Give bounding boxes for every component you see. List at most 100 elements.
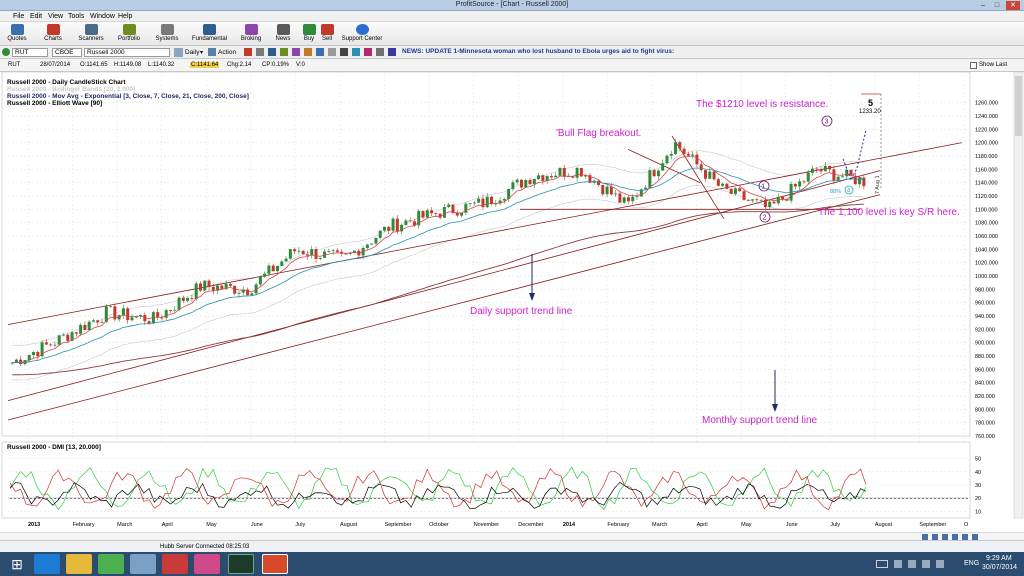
tool-icon[interactable] xyxy=(328,48,336,56)
terminal-icon[interactable] xyxy=(228,554,254,574)
x-tick-label: March xyxy=(117,522,132,528)
tool-icon[interactable] xyxy=(304,48,312,56)
scanners-button[interactable]: Scanners xyxy=(74,24,108,45)
exchange-input[interactable]: CBOE xyxy=(52,48,82,57)
x-tick-label: May xyxy=(206,522,217,528)
candle-body xyxy=(228,283,232,286)
tool-icon[interactable] xyxy=(244,48,252,56)
ema-200-line xyxy=(12,203,864,376)
x-tick-label: March xyxy=(652,522,667,528)
tool-icon[interactable] xyxy=(292,48,300,56)
scrollbar-thumb[interactable] xyxy=(1015,76,1022,136)
close-button[interactable]: ✕ xyxy=(1006,1,1020,10)
tool-icon[interactable] xyxy=(388,48,396,56)
candle-body xyxy=(742,191,746,200)
candle-body xyxy=(631,196,635,202)
price-chart[interactable]: 1260.000 1240.000 1220.000 1200.000 1180.000… xyxy=(0,71,1024,534)
candle-body xyxy=(763,199,767,208)
language-indicator[interactable]: ENG xyxy=(964,560,980,567)
chrome-icon[interactable] xyxy=(98,554,124,574)
network-icon[interactable] xyxy=(922,560,930,568)
menu-help[interactable]: Help xyxy=(118,13,133,20)
tool-icon[interactable] xyxy=(340,48,348,56)
symbol-input[interactable]: RUT xyxy=(12,48,48,57)
keyboard-icon[interactable] xyxy=(876,560,888,568)
vertical-scrollbar[interactable] xyxy=(1013,71,1024,519)
menu-window[interactable]: Window xyxy=(90,13,115,20)
tool-icon[interactable] xyxy=(364,48,372,56)
candle-body xyxy=(216,285,220,291)
clock-time[interactable]: 9:29 AM xyxy=(986,555,1012,562)
scroll-right-icon[interactable] xyxy=(952,534,958,540)
calculator-icon[interactable] xyxy=(130,554,156,574)
candle-body xyxy=(293,249,297,252)
quotes-button[interactable]: Quotes xyxy=(0,24,34,45)
menu-edit[interactable]: Edit xyxy=(30,13,43,20)
menu-tools[interactable]: Tools xyxy=(68,13,85,20)
maximize-button[interactable]: □ xyxy=(994,2,1000,9)
buy-button[interactable]: Buy xyxy=(292,24,326,45)
tool-icon[interactable] xyxy=(256,48,264,56)
candle-body xyxy=(374,237,378,244)
tool-icon[interactable] xyxy=(268,48,276,56)
name-input[interactable]: Russell 2000 xyxy=(84,48,170,57)
support-center-button[interactable]: Support Center xyxy=(338,24,386,45)
systems-button[interactable]: Systems xyxy=(150,24,184,45)
zoom-in-icon[interactable] xyxy=(942,534,948,540)
candle-body xyxy=(460,212,464,216)
windows-start-icon[interactable]: ⊞ xyxy=(11,556,23,572)
show-last-checkbox[interactable] xyxy=(970,62,977,69)
bollinger-bands xyxy=(12,150,864,381)
news-ticker[interactable]: NEWS: UPDATE 1-Minnesota woman who lost … xyxy=(402,48,675,55)
candle-body xyxy=(759,199,763,201)
tool-icon[interactable] xyxy=(316,48,324,56)
y-tick-label: 820.000 xyxy=(975,394,995,400)
calendar-icon[interactable] xyxy=(174,48,183,57)
sell-button[interactable]: Sell xyxy=(310,24,344,45)
candle-body xyxy=(541,175,545,181)
menu-file[interactable]: File xyxy=(13,13,25,20)
chevron-down-icon[interactable]: ▾ xyxy=(200,50,204,56)
action-menu[interactable]: Action xyxy=(218,49,237,56)
minimize-button[interactable]: – xyxy=(981,2,985,9)
candle-body xyxy=(738,188,742,192)
tool-icon[interactable] xyxy=(376,48,384,56)
zoom-out-icon[interactable] xyxy=(932,534,938,540)
period-select[interactable]: Daily xyxy=(185,49,200,56)
candle-body xyxy=(335,250,339,252)
internet-explorer-icon[interactable] xyxy=(34,554,60,574)
tool-icon[interactable] xyxy=(352,48,360,56)
y-tick-label: 880.000 xyxy=(975,354,995,360)
portfolio-button[interactable]: Portfolio xyxy=(112,24,146,45)
candle-body xyxy=(425,210,429,218)
end-icon[interactable] xyxy=(972,534,978,540)
candle-body xyxy=(344,253,348,255)
menu-view[interactable]: View xyxy=(48,13,64,20)
tray-icon[interactable] xyxy=(894,560,902,568)
news-button[interactable]: News xyxy=(266,24,300,45)
dmi-tick-label: 20 xyxy=(975,496,981,502)
candle-body xyxy=(10,362,14,364)
paint-icon[interactable] xyxy=(194,554,220,574)
tray-icon[interactable] xyxy=(908,560,916,568)
charts-button[interactable]: Charts xyxy=(36,24,70,45)
file-explorer-icon[interactable] xyxy=(66,554,92,574)
candle-body xyxy=(733,188,737,194)
fundamental-button[interactable]: Fundamental xyxy=(192,24,227,45)
profitsource-icon[interactable] xyxy=(262,554,288,574)
candle-body xyxy=(464,203,468,213)
clock-date[interactable]: 30/07/2014 xyxy=(982,564,1018,571)
horizontal-scroll[interactable] xyxy=(0,532,1024,540)
candle-body xyxy=(528,179,532,185)
app-icon[interactable] xyxy=(162,554,188,574)
candle-body xyxy=(258,276,262,285)
candle-body xyxy=(472,202,476,204)
broking-button[interactable]: Broking xyxy=(234,24,268,45)
scroll-left-icon[interactable] xyxy=(922,534,928,540)
candle-body xyxy=(605,186,609,195)
trend-lines xyxy=(7,135,963,421)
candle-body xyxy=(751,199,755,201)
tool-icon[interactable] xyxy=(280,48,288,56)
fit-icon[interactable] xyxy=(962,534,968,540)
volume-icon[interactable] xyxy=(936,560,944,568)
